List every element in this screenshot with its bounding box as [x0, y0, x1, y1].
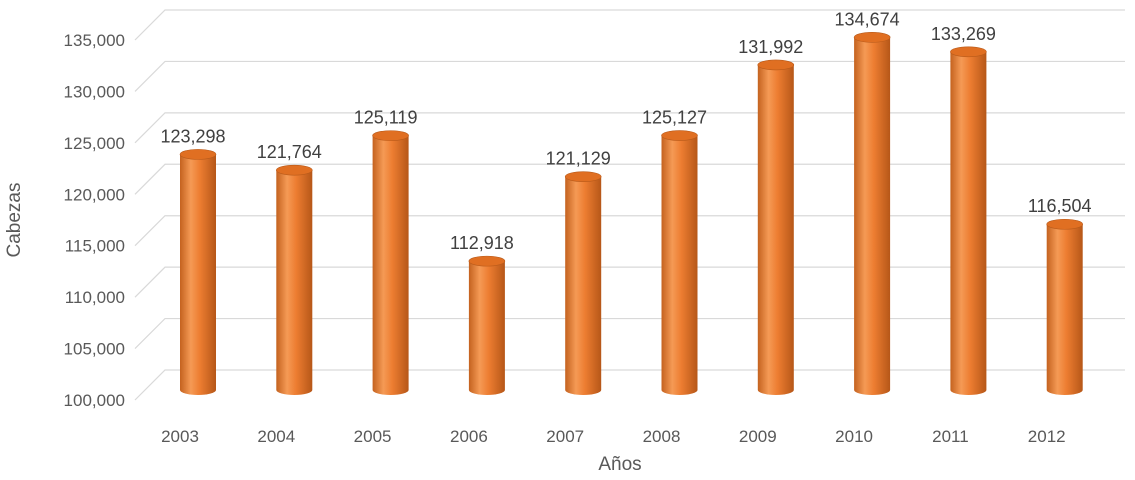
bar [1046, 218, 1083, 395]
data-label: 123,298 [160, 126, 225, 146]
bar-body [468, 261, 505, 395]
x-axis-tick-labels: 2003 2004 2005 2006 2007 2008 2009 2010 2011 2012 [161, 427, 1066, 446]
gridline [134, 163, 1125, 195]
bar [950, 46, 987, 396]
x-tick-label: 2007 [546, 427, 584, 446]
bar-top [950, 46, 987, 58]
bar [372, 130, 409, 395]
data-label: 133,269 [931, 24, 996, 44]
x-tick-label: 2009 [739, 427, 777, 446]
data-label: 112,918 [450, 233, 514, 253]
bar-top [853, 32, 891, 43]
bar-body [661, 135, 698, 396]
bar-top [275, 164, 313, 176]
bar-top [179, 149, 217, 160]
gridline [134, 60, 1125, 92]
x-tick-label: 2012 [1028, 427, 1066, 446]
data-label: 125,119 [354, 108, 418, 128]
data-label: 125,127 [642, 108, 707, 128]
y-tick-label: 105,000 [64, 340, 125, 359]
gridline [134, 266, 1125, 298]
x-tick-label: 2006 [450, 427, 488, 446]
y-tick-label: 125,000 [64, 134, 125, 153]
data-label: 134,674 [835, 9, 900, 29]
bar-top [757, 59, 795, 71]
bar-top [468, 255, 506, 267]
bar-body [950, 51, 987, 396]
bar [564, 171, 602, 395]
data-label: 121,764 [257, 142, 322, 162]
data-label: 131,992 [738, 37, 803, 57]
bar-body [854, 37, 891, 395]
bar-body [372, 135, 409, 395]
bar [179, 149, 217, 395]
x-tick-label: 2004 [257, 427, 295, 446]
y-tick-label: 120,000 [64, 185, 125, 204]
y-tick-label: 115,000 [65, 237, 125, 256]
x-tick-label: 2003 [161, 427, 199, 446]
y-tick-label: 110,000 [65, 288, 125, 307]
data-label: 116,504 [1028, 196, 1092, 216]
x-tick-label: 2011 [932, 427, 969, 446]
data-labels: 123,298 121,764 125,119 112,918 121,129 125,1… [160, 9, 1091, 253]
data-label: 121,129 [546, 149, 611, 169]
bar-top [564, 171, 602, 182]
x-axis-title: Años [598, 454, 641, 475]
x-tick-label: 2010 [835, 427, 873, 446]
x-tick-label: 2008 [643, 427, 681, 446]
gridline [134, 215, 1125, 247]
bar-top [661, 130, 698, 141]
gridline [134, 317, 1125, 349]
bar-body [757, 64, 794, 396]
bar [468, 255, 506, 395]
y-axis-tick-labels: 100,000 105,000 110,000 115,000 120,000 125,0… [64, 31, 125, 410]
bar-body [565, 176, 602, 395]
bars [179, 32, 1083, 396]
y-tick-label: 100,000 [64, 391, 125, 410]
y-axis-title: Cabezas [4, 183, 25, 258]
bar [275, 164, 313, 395]
bar-body [276, 170, 313, 395]
bar [661, 130, 698, 396]
gridline [134, 112, 1125, 144]
bar [853, 32, 891, 395]
gridline [134, 369, 1125, 401]
gridline [134, 9, 1125, 41]
bar-body [1046, 224, 1083, 395]
x-tick-label: 2005 [354, 427, 392, 446]
gridlines [134, 9, 1125, 401]
bar-top [372, 130, 409, 141]
y-tick-label: 135,000 [64, 31, 125, 50]
bar [757, 59, 795, 396]
y-tick-label: 130,000 [64, 82, 125, 101]
bar-top [1046, 218, 1083, 230]
bar-body [180, 154, 216, 395]
